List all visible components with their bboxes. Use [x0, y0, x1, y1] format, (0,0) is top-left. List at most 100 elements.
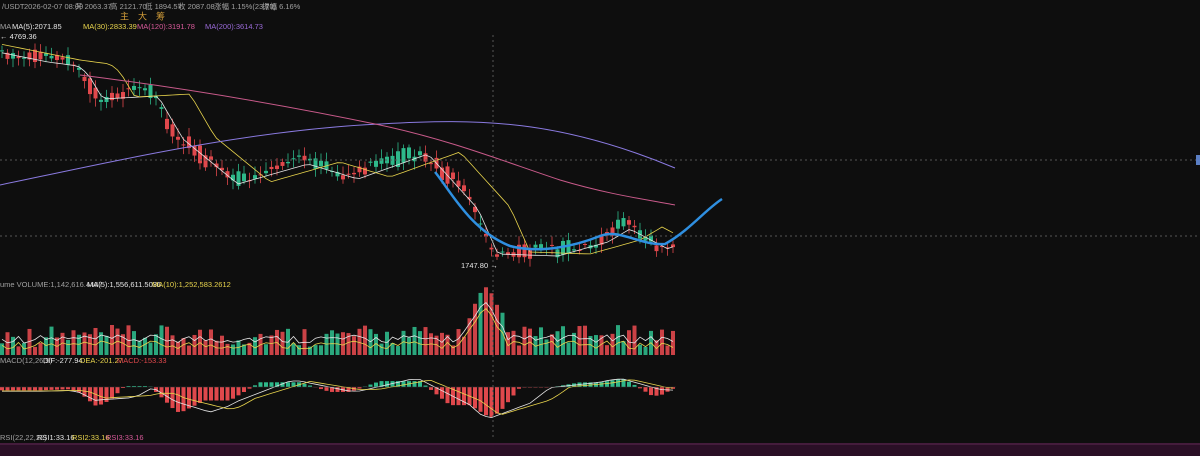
high: 高 2121.70 [110, 1, 147, 11]
volume-bar [610, 333, 615, 355]
candle-body [484, 233, 488, 237]
candle-body [231, 174, 235, 181]
candle-body [517, 244, 521, 258]
candle-body [473, 206, 477, 213]
close: 收 2087.08 [178, 1, 215, 11]
volume-bar [264, 344, 268, 355]
candle-body [627, 220, 631, 225]
volume-bar [517, 345, 521, 355]
volume-bar [308, 346, 312, 355]
candle-body [181, 144, 186, 146]
macd-bar [0, 387, 4, 391]
candle-body [539, 244, 543, 251]
volume-bar [341, 332, 345, 355]
candle-body [528, 248, 532, 259]
volume-bar [159, 325, 164, 355]
macd-bar [280, 382, 285, 387]
volume-bar [390, 342, 395, 355]
candle-body [478, 223, 483, 225]
macd-value: MACD:-153.33 [117, 356, 167, 365]
candle-body [225, 171, 230, 178]
volume-bar [181, 338, 186, 355]
toolbar-button[interactable]: 主 [120, 10, 129, 21]
rsi3: RSI3:33.16 [106, 433, 144, 442]
macd-bar [231, 387, 235, 399]
volume-bar [192, 334, 197, 355]
volume-bar [550, 334, 554, 355]
macd-bar [159, 387, 164, 398]
volume-bar [478, 292, 483, 355]
macd-bar [214, 387, 219, 401]
candle-body [198, 145, 202, 164]
ma200: MA(200):3614.73 [205, 22, 263, 31]
macd-bar [99, 387, 103, 405]
candle-body [291, 158, 296, 160]
candle-body [654, 245, 659, 252]
volume-bar [247, 342, 252, 355]
candle-body [396, 151, 400, 168]
candle-body [55, 55, 59, 61]
candle-body [594, 244, 598, 248]
candle-body [159, 107, 164, 109]
macd-bar [44, 387, 48, 391]
volume-bar [27, 328, 32, 355]
macd-bar [88, 387, 92, 402]
drawn-curve[interactable] [434, 171, 723, 251]
volume-bar [242, 344, 246, 355]
toolbar-button[interactable]: 筹 [156, 10, 165, 21]
macd-bar [104, 387, 109, 402]
volume-bar [577, 326, 582, 355]
volume-bar [16, 346, 21, 355]
ma5: MA(5):2071.85 [12, 22, 62, 31]
macd-bar [33, 387, 37, 391]
volume-bar [38, 342, 43, 355]
macd-bar [16, 387, 21, 391]
candle-body [192, 146, 197, 156]
volume-bar [154, 334, 158, 355]
candle-body [258, 174, 263, 176]
macd-bar [462, 387, 466, 406]
volume-bar [352, 336, 356, 355]
volume-bar [374, 333, 378, 355]
volume-bar [440, 332, 444, 355]
candle-body [522, 244, 527, 258]
candle-body [665, 247, 670, 249]
volume-bar [225, 343, 230, 355]
volume-bar [511, 330, 516, 355]
macd-bar [401, 381, 406, 387]
volume-bar [330, 330, 334, 355]
macd-bar [115, 387, 120, 394]
volume-bar [82, 332, 87, 355]
candle-body [572, 249, 576, 251]
macd-bar [286, 382, 290, 387]
volume-bar [33, 346, 37, 355]
macd-bar [82, 387, 87, 397]
macd-bar [456, 387, 461, 406]
candle-body [16, 56, 21, 59]
toolbar-button[interactable]: 大 [138, 10, 147, 21]
volume-bar [418, 331, 422, 355]
candle-body [346, 173, 351, 175]
candle-body [324, 161, 329, 170]
volume-ma5: MA(5):1,556,611.5036 [87, 280, 161, 289]
candle-body [82, 76, 87, 82]
volume-bar [170, 335, 175, 355]
volume-bar [88, 334, 92, 355]
candle-body [236, 171, 241, 186]
candle-body [264, 170, 268, 174]
macd-bar [440, 387, 444, 399]
macd-bar [22, 387, 26, 391]
volume-bar [379, 343, 384, 355]
candle-body [341, 175, 345, 180]
volume-ma-line [1, 308, 674, 350]
volume-label: ume VOLUME:1,142,616.4487 [0, 280, 103, 289]
high-marker: ← 4769.36 [0, 32, 37, 41]
candle-body [660, 246, 664, 248]
volume-bar [126, 325, 131, 355]
volume-bar [231, 344, 235, 355]
candle-body [275, 165, 279, 169]
volume-bar [110, 325, 114, 355]
candle-body [38, 51, 43, 60]
volume-bar [605, 345, 609, 355]
